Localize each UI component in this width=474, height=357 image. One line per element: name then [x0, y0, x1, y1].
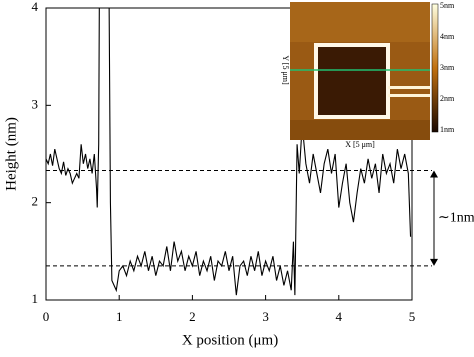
- inset-stripe: [388, 86, 430, 89]
- y-axis-label: Height (nm): [3, 117, 19, 191]
- colorbar-label: 1nm: [440, 125, 455, 134]
- colorbar-label: 5nm: [440, 1, 455, 10]
- inset-square: [314, 43, 390, 119]
- colorbar-label: 2nm: [440, 94, 455, 103]
- x-tick-label: 1: [116, 309, 123, 324]
- inset: 5nm 4nm 3nm 2nm 1nm X [5 μm] Y [5 μm]: [281, 1, 455, 149]
- x-axis-label: X position (μm): [182, 332, 278, 348]
- inset-x-label: X [5 μm]: [345, 140, 375, 149]
- y-tick-label: 2: [32, 194, 39, 209]
- annotation-text: ∼1nm: [438, 210, 474, 225]
- colorbar-label: 3nm: [440, 63, 455, 72]
- x-tick-label: 0: [43, 309, 50, 324]
- x-tick-label: 5: [409, 309, 416, 324]
- inset-stripe: [388, 94, 430, 97]
- colorbar: [431, 3, 439, 133]
- x-tick-label: 4: [336, 309, 343, 324]
- y-tick-label: 1: [32, 291, 39, 306]
- inset-y-label: Y [5 μm]: [281, 55, 290, 85]
- x-tick-label: 2: [189, 309, 196, 324]
- inset-texture: [290, 2, 430, 42]
- profile-line: [46, 8, 412, 296]
- y-tick-label: 4: [32, 0, 39, 14]
- y-tick-label: 3: [32, 96, 39, 111]
- colorbar-label: 4nm: [440, 32, 455, 41]
- inset-lower: [290, 120, 430, 140]
- plot-frame: [45, 7, 413, 301]
- x-tick-label: 3: [262, 309, 269, 324]
